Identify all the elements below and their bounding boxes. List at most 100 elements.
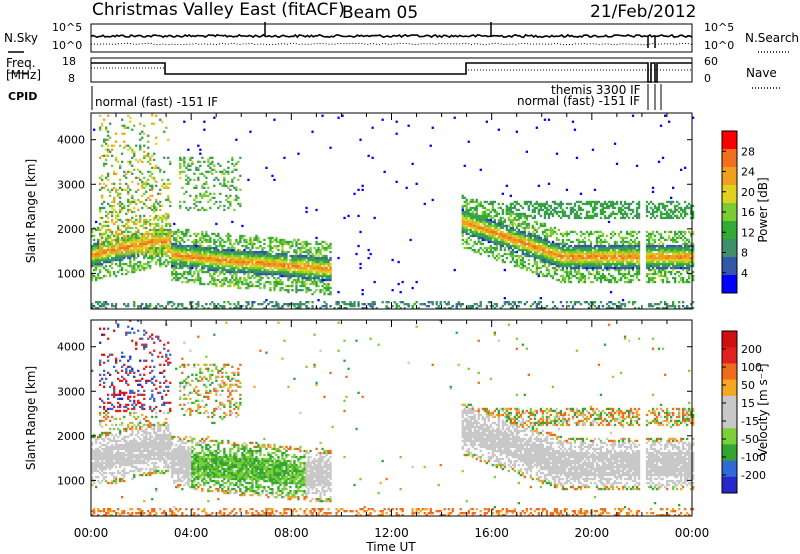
power-cell: [549, 252, 553, 256]
power-cell: [115, 274, 118, 278]
power-cell: [201, 194, 204, 197]
power-cell: [247, 284, 250, 288]
power-cell: [295, 274, 298, 278]
power-cell: [545, 232, 549, 236]
power-cell: [589, 214, 593, 218]
power-cell: [139, 200, 142, 204]
power-cell: [203, 258, 206, 262]
power-cell: [109, 204, 112, 208]
power-cell: [273, 256, 276, 260]
power-cell: [517, 232, 520, 236]
power-cell: [125, 272, 128, 276]
power-cell: [133, 266, 136, 270]
power-cell: [481, 204, 484, 208]
power-cell: [295, 270, 298, 274]
power-cell: [567, 238, 571, 242]
power-cell: [119, 260, 122, 264]
power-cell: [567, 305, 571, 308]
power-cell: [487, 202, 490, 206]
power-cell: [95, 278, 98, 282]
power-cell: [599, 240, 603, 244]
power-cell: [179, 176, 182, 179]
power-cell: [289, 274, 292, 278]
power-cell: [177, 303, 180, 306]
power-cell: [485, 238, 488, 242]
power-cell: [573, 266, 577, 270]
power-cell: [587, 264, 591, 268]
power-cell: [249, 130, 252, 133]
power-cell: [227, 248, 230, 252]
power-cell: [467, 208, 470, 212]
power-cell: [207, 194, 210, 197]
power-cell: [209, 248, 212, 252]
power-cell: [471, 234, 474, 238]
power-cell: [559, 264, 563, 268]
power-cell: [615, 266, 619, 270]
power-cell: [589, 262, 593, 266]
power-cell: [499, 226, 502, 230]
power-cell: [591, 148, 595, 151]
power-cell: [269, 240, 272, 244]
power-cell: [115, 254, 118, 258]
power-cell: [191, 301, 194, 304]
power-cell: [179, 256, 182, 260]
power-cell: [113, 270, 116, 274]
power-cell: [181, 232, 184, 236]
power-cell: [147, 256, 150, 260]
power-cell: [591, 260, 595, 264]
power-cell: [495, 242, 498, 246]
power-cell: [203, 246, 206, 250]
power-cell: [545, 208, 549, 212]
power-cell: [217, 162, 220, 165]
power-cell: [467, 222, 470, 226]
power-cell: [509, 230, 512, 234]
power-cell: [95, 246, 98, 250]
power-cell: [301, 260, 304, 264]
power-cell: [579, 252, 583, 256]
power-cell: [241, 305, 244, 308]
power-cell: [307, 248, 310, 252]
power-cell: [129, 262, 132, 266]
power-cell: [107, 130, 110, 133]
power-cell: [575, 250, 579, 254]
power-cell: [195, 194, 198, 197]
power-cell: [573, 214, 577, 218]
power-cell: [119, 228, 122, 232]
power-cell: [307, 252, 310, 256]
power-cell: [621, 274, 625, 278]
power-cell: [213, 184, 216, 187]
power-cell: [557, 204, 561, 208]
power-cell: [503, 234, 506, 238]
power-cell: [273, 289, 276, 292]
power-cell: [199, 242, 202, 246]
power-cell: [515, 232, 518, 236]
power-cell: [275, 270, 278, 274]
power-cell: [517, 238, 520, 242]
power-cell: [249, 258, 252, 262]
freq-panel: Freq. [MHz] 18 8 60 0 Nave: [6, 55, 782, 89]
power-cell: [483, 200, 486, 204]
power-cell: [499, 230, 502, 234]
power-cell: [309, 278, 312, 282]
power-cell: [213, 278, 216, 282]
power-cell: [609, 254, 613, 258]
power-cell: [259, 272, 262, 276]
power-cell: [271, 246, 274, 250]
power-cell: [555, 278, 559, 282]
power-cell: [577, 254, 581, 258]
power-cell: [323, 301, 326, 304]
power-cell: [245, 260, 248, 264]
power-cell: [243, 244, 246, 248]
power-cell: [583, 274, 587, 278]
power-cell: [229, 204, 232, 208]
power-cell: [501, 238, 504, 242]
power-cell: [307, 270, 310, 274]
power-cell: [587, 202, 591, 206]
power-cell: [171, 260, 174, 264]
power-cell: [521, 240, 524, 244]
power-cell: [477, 222, 480, 226]
power-cell: [627, 260, 631, 264]
power-cell: [113, 252, 116, 256]
power-cell: [235, 196, 238, 199]
power-cell: [299, 303, 302, 306]
